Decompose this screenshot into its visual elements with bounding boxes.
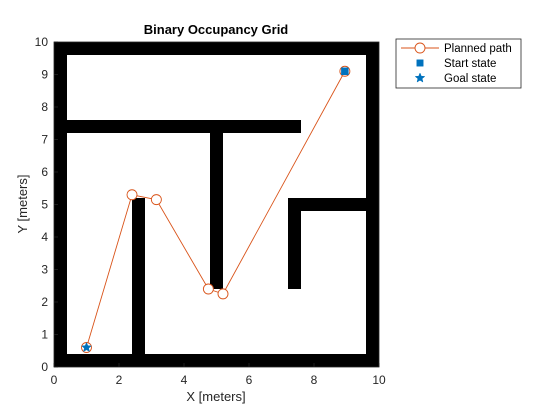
y-tick-label-6: 6	[41, 165, 48, 179]
y-tick-label-7: 7	[41, 133, 48, 147]
legend[interactable]: Planned path Start state Goal state	[395, 38, 522, 89]
y-tick-label-8: 8	[41, 100, 48, 114]
occupied-cell-5	[210, 133, 223, 289]
chart-title: Binary Occupancy Grid	[144, 22, 289, 37]
goal-state-marker-0	[81, 341, 92, 353]
occupied-cell-7	[288, 198, 301, 289]
y-tick-label-1: 1	[41, 328, 48, 342]
y-tick-label-4: 4	[41, 230, 48, 244]
legend-label-0: Planned path	[444, 43, 512, 55]
occupied-cell-1	[54, 354, 379, 367]
legend-marker-2	[414, 72, 426, 83]
x-tick-label-0: 0	[51, 373, 58, 387]
x-tick-label-5: 10	[372, 373, 386, 387]
x-tick-label-1: 2	[116, 373, 123, 387]
occupied-cells	[54, 42, 379, 367]
occupied-cell-4	[67, 120, 301, 133]
occupied-cell-2	[54, 42, 67, 367]
occupied-cell-0	[54, 42, 379, 55]
planned-path-point-2	[150, 194, 162, 206]
occupied-cell-8	[301, 198, 366, 211]
legend-label-2: Goal state	[444, 73, 496, 85]
plot-area	[53, 41, 380, 368]
y-tick-label-2: 2	[41, 295, 48, 309]
y-axis-label: Y [meters]	[15, 174, 30, 233]
y-axis-ticks: 0 1 2 3 4 5 6 7 8 9 10	[35, 35, 58, 374]
legend-label-1: Start state	[444, 58, 496, 70]
occupied-cell-3	[366, 42, 379, 367]
planned-path-line	[86, 71, 346, 348]
start-state-marker-0	[341, 67, 349, 75]
x-axis-ticks: 0 2 4 6 8 10	[51, 363, 386, 387]
marker-layer	[81, 67, 349, 353]
planned-path-point-1	[126, 189, 138, 201]
planned-path-point-3	[202, 283, 214, 295]
y-tick-label-3: 3	[41, 263, 48, 277]
legend-items: Planned path Start state Goal state	[401, 42, 512, 85]
legend-marker-1	[416, 59, 424, 67]
x-tick-label-4: 8	[311, 373, 318, 387]
x-axis-label: X [meters]	[186, 389, 245, 404]
y-tick-label-10: 10	[35, 35, 49, 49]
planned-path-point-4	[217, 288, 229, 300]
occupied-cell-6	[132, 198, 145, 354]
x-tick-label-3: 6	[246, 373, 253, 387]
y-tick-label-5: 5	[41, 198, 48, 212]
y-tick-label-9: 9	[41, 68, 48, 82]
y-tick-label-0: 0	[41, 360, 48, 374]
x-tick-label-2: 4	[181, 373, 188, 387]
legend-marker-0	[414, 42, 426, 54]
